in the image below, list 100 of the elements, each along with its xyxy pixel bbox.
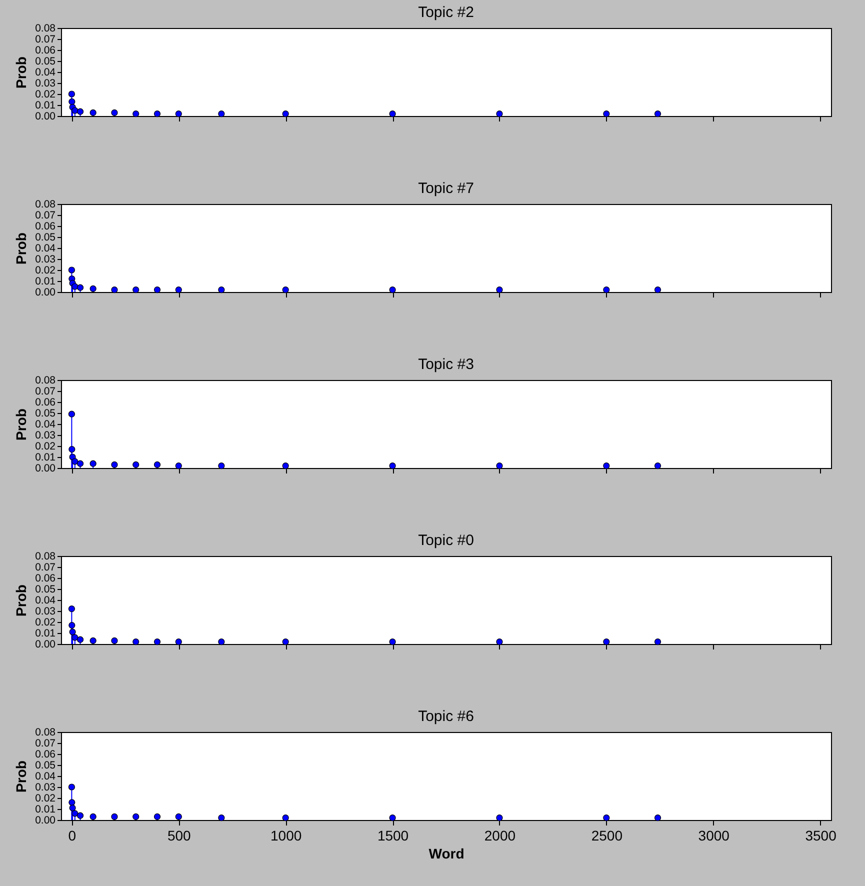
y-tick-label: 0.04 — [35, 66, 56, 78]
y-tick-label: 0.04 — [35, 770, 56, 782]
y-tick-label: 0.03 — [35, 254, 56, 266]
point — [76, 812, 84, 819]
point — [76, 460, 84, 467]
point — [175, 462, 182, 470]
point — [76, 108, 84, 115]
point — [603, 814, 610, 822]
point — [132, 813, 140, 820]
point — [90, 285, 96, 292]
x-tick-label: 1000 — [270, 828, 302, 844]
point — [69, 804, 76, 812]
point — [90, 460, 96, 467]
point — [496, 462, 503, 470]
y-tick-label: 0.01 — [35, 804, 56, 816]
point — [175, 286, 182, 294]
point — [654, 814, 662, 822]
y-tick-label: 0.02 — [35, 440, 56, 452]
x-tick-label: 2500 — [591, 828, 623, 844]
y-tick-label: 0.08 — [35, 550, 56, 562]
point — [389, 110, 396, 118]
y-tick-label: 0.05 — [35, 232, 56, 244]
point — [132, 461, 140, 468]
point — [76, 636, 84, 643]
point — [154, 110, 161, 118]
x-tick-label: 1500 — [377, 828, 409, 844]
point — [154, 286, 161, 294]
y-tick-label: 0.08 — [35, 726, 56, 738]
y-tick-label: 0.03 — [35, 78, 56, 90]
point — [111, 813, 118, 820]
y-tick-label: 0.06 — [35, 572, 56, 584]
point — [111, 109, 118, 116]
point — [68, 799, 76, 806]
point — [282, 286, 289, 294]
point — [68, 622, 76, 629]
point — [218, 638, 225, 646]
y-tick-label: 0.00 — [35, 814, 56, 826]
point — [218, 462, 225, 470]
point — [389, 814, 396, 822]
y-tick-label: 0.06 — [35, 396, 56, 408]
point — [72, 107, 78, 114]
point — [68, 606, 75, 612]
x-tick-label: 500 — [167, 828, 192, 844]
point — [154, 813, 161, 820]
point — [111, 637, 118, 644]
point — [90, 109, 96, 116]
y-tick-label: 0.07 — [35, 210, 56, 222]
y-axis-title: Prob — [13, 584, 30, 616]
point — [282, 110, 289, 118]
chart-title: Topic #7 — [418, 180, 474, 197]
y-tick-label: 0.08 — [35, 198, 56, 210]
y-tick-label: 0.08 — [35, 374, 56, 386]
point — [389, 638, 396, 646]
y-tick-label: 0.08 — [35, 22, 56, 34]
point — [496, 638, 503, 646]
chart-title: Topic #6 — [418, 708, 474, 725]
point — [175, 813, 182, 820]
point — [603, 286, 610, 294]
x-tick-label: 0 — [68, 828, 76, 844]
point — [389, 462, 396, 470]
y-axis-title: Prob — [13, 232, 30, 264]
y-tick-label: 0.01 — [35, 276, 56, 288]
y-tick-label: 0.02 — [35, 88, 56, 100]
point — [154, 638, 161, 646]
point — [496, 110, 503, 118]
x-tick-label: 2000 — [484, 828, 516, 844]
point — [654, 286, 662, 294]
y-tick-label: 0.04 — [35, 418, 56, 430]
y-tick-label: 0.01 — [35, 100, 56, 112]
point — [282, 638, 289, 646]
point — [654, 110, 662, 118]
x-tick-label: 3000 — [698, 828, 730, 844]
y-tick-label: 0.06 — [35, 220, 56, 232]
chart-title: Topic #0 — [418, 532, 474, 549]
point — [68, 266, 75, 274]
point — [389, 286, 396, 294]
y-tick-label: 0.01 — [35, 628, 56, 640]
point — [68, 784, 75, 790]
point — [68, 90, 75, 98]
point — [603, 638, 610, 646]
point — [218, 814, 225, 822]
point — [72, 458, 78, 465]
y-tick-label: 0.02 — [35, 264, 56, 276]
y-axis-title: Prob — [13, 760, 30, 792]
point — [132, 286, 140, 294]
point — [76, 284, 84, 291]
point — [603, 462, 610, 470]
y-tick-label: 0.07 — [35, 34, 56, 46]
y-tick-label: 0.07 — [35, 386, 56, 398]
y-tick-label: 0.04 — [35, 594, 56, 606]
point — [111, 286, 118, 294]
y-tick-label: 0.03 — [35, 606, 56, 618]
point — [72, 810, 78, 817]
y-tick-label: 0.00 — [35, 638, 56, 650]
y-tick-label: 0.02 — [35, 792, 56, 804]
point — [654, 638, 662, 646]
point — [218, 110, 225, 118]
y-tick-label: 0.07 — [35, 738, 56, 750]
point — [154, 461, 161, 468]
y-tick-label: 0.06 — [35, 748, 56, 760]
